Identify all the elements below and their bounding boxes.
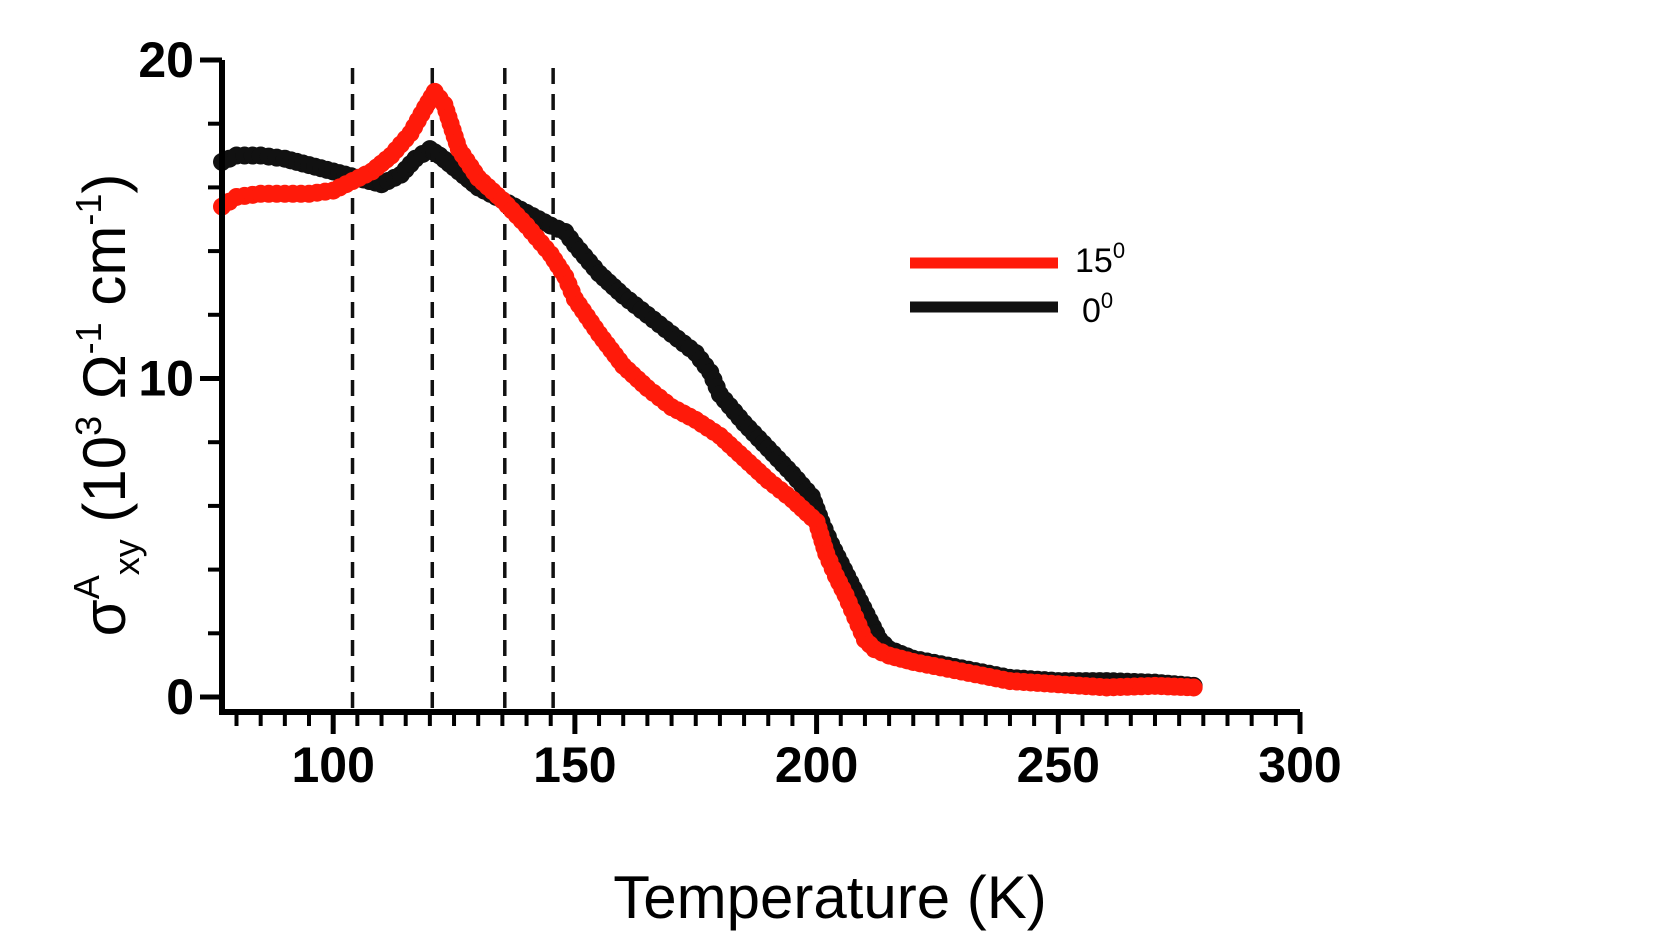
y-title-unit-mid: Ω: [71, 354, 138, 416]
legend: 150 00: [910, 238, 1125, 330]
x-tick-label: 300: [1258, 737, 1341, 793]
x-tick-label: 200: [775, 737, 858, 793]
y-tick-label: 10: [138, 351, 194, 407]
legend-label-15deg: 150: [1075, 238, 1125, 280]
y-title-unit-exp3: -1: [68, 194, 109, 226]
x-tick-label: 150: [533, 737, 616, 793]
y-title-unit-end: cm: [71, 226, 138, 323]
axes: [219, 60, 1300, 715]
y-tick-label: 20: [138, 32, 194, 88]
legend-label-0deg: 00: [1082, 288, 1113, 330]
series-15deg: [213, 82, 1203, 697]
x-tick-label: 100: [291, 737, 374, 793]
y-title-unit-exp: 3: [68, 416, 109, 436]
data-point: [1184, 678, 1203, 697]
x-axis-title: Temperature (K): [613, 864, 1046, 931]
ticks: 100 150 200 250 300 0 10 20: [138, 32, 1341, 793]
series-layer: [213, 82, 1203, 697]
y-title-unit-open: (10: [71, 436, 138, 539]
y-title-sup: A: [66, 575, 107, 599]
y-title-sub: xy: [106, 539, 147, 575]
y-title-unit-close: ): [71, 174, 138, 194]
y-axis-title: σAxy (103 Ω-1 cm-1): [66, 174, 147, 637]
y-title-sigma: σ: [71, 599, 138, 636]
y-tick-label: 0: [166, 669, 194, 725]
y-title-unit-exp2: -1: [68, 322, 109, 354]
x-tick-label: 250: [1017, 737, 1100, 793]
